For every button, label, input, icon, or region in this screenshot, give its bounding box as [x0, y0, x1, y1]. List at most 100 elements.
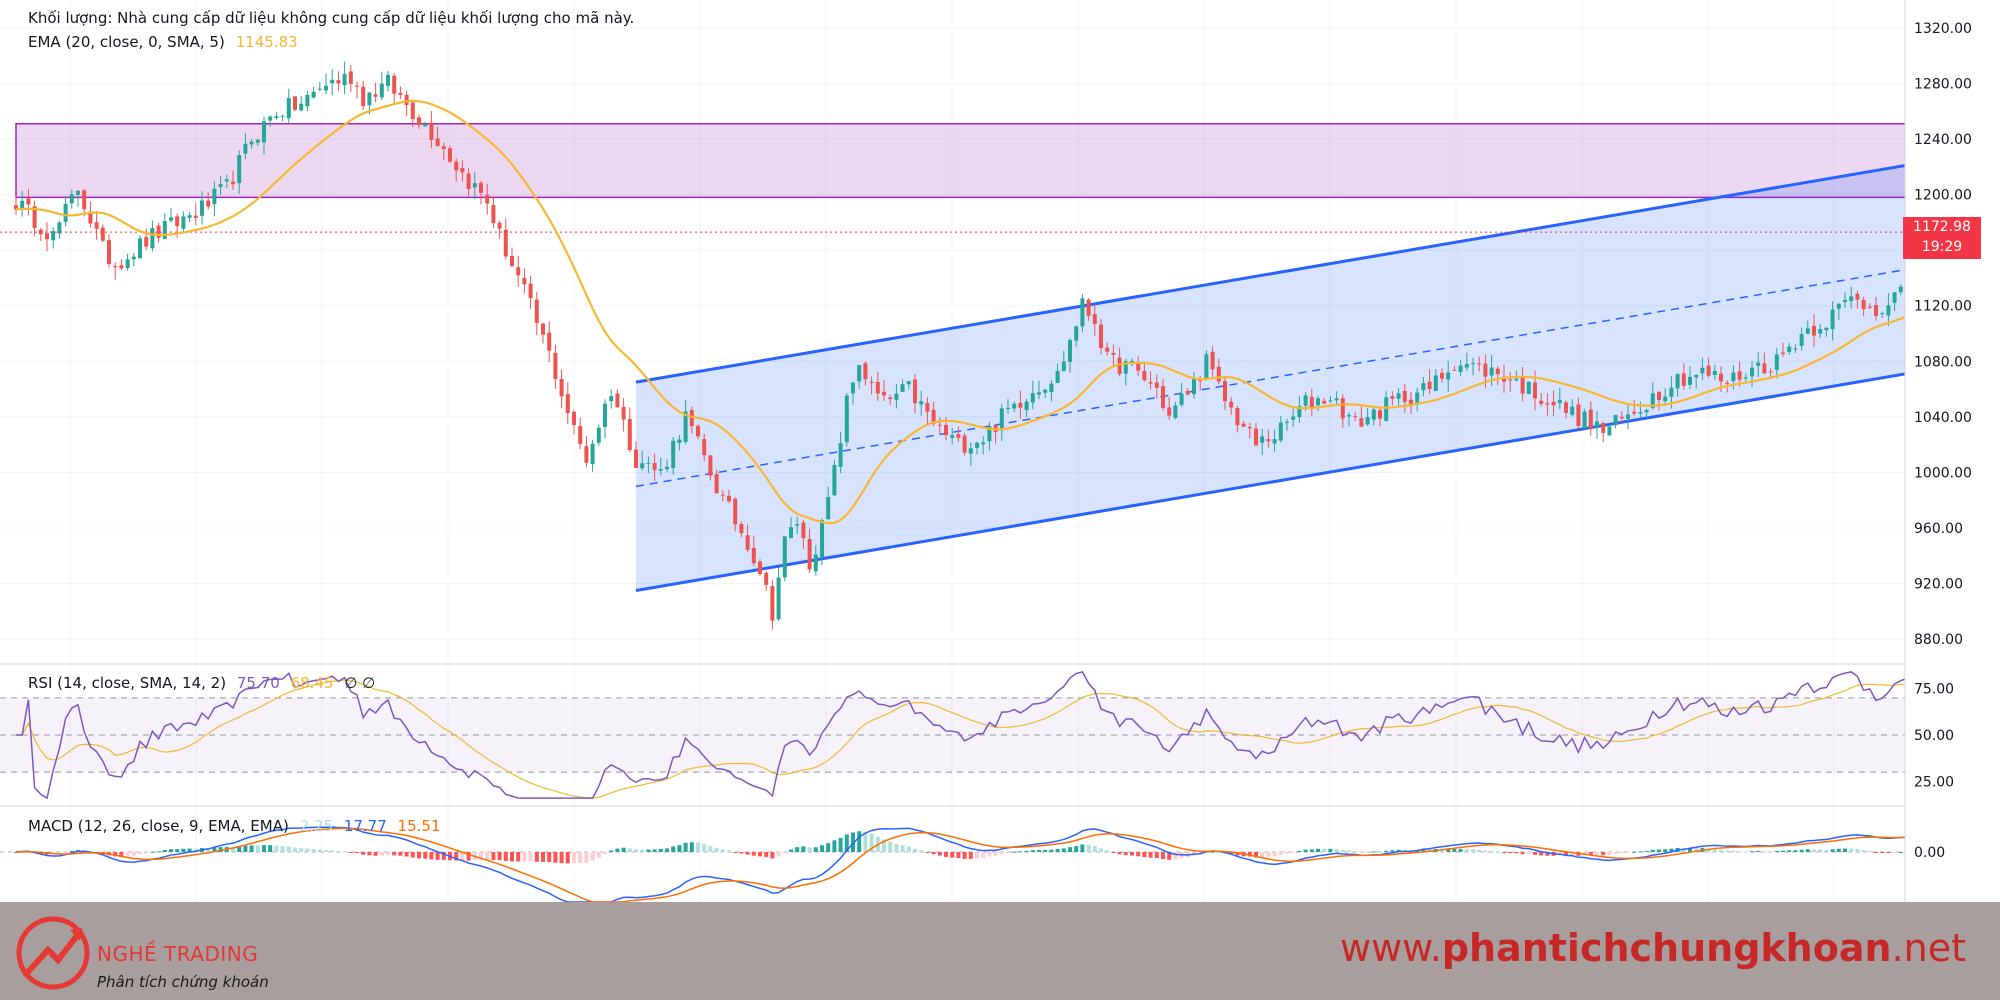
macd-histogram-bar: [1688, 848, 1692, 852]
candle-body: [869, 381, 874, 383]
candle-body: [1185, 390, 1190, 395]
candle-body: [1353, 416, 1358, 418]
macd-histogram-bar: [832, 840, 837, 852]
candle-body: [1570, 406, 1575, 415]
macd-histogram-bar: [1768, 851, 1773, 853]
candle-body: [1099, 324, 1103, 349]
candle-body: [1657, 391, 1661, 401]
candle-body: [441, 146, 446, 150]
website-suffix: .net: [1891, 926, 1966, 970]
candle-body: [1619, 416, 1624, 419]
ema-line: [15, 99, 2000, 525]
website-link[interactable]: www.phantichchungkhoan.net: [1340, 926, 1966, 970]
macd-histogram-bar: [262, 845, 266, 852]
candle-body: [1861, 299, 1866, 310]
candle-body: [894, 393, 899, 400]
candle-body: [1495, 368, 1500, 375]
candle-body: [1148, 382, 1153, 384]
macd-histogram-bar: [1526, 852, 1531, 855]
macd-histogram-bar: [1855, 849, 1860, 852]
macd-histogram-bar: [1514, 852, 1519, 854]
candle-body: [460, 167, 465, 173]
candle-body: [479, 182, 483, 193]
macd-histogram-bar: [212, 847, 217, 852]
macd-histogram-bar: [913, 848, 917, 852]
candle-body: [528, 283, 533, 299]
macd-histogram-bar: [1285, 852, 1289, 854]
resistance-zone-box: [15, 123, 2000, 199]
candle-body: [51, 231, 56, 241]
macd-histogram-bar: [937, 852, 942, 856]
candle-body: [590, 443, 595, 465]
macd-histogram-bar: [1644, 850, 1649, 852]
ema-legend: EMA (20, close, 0, SMA, 5) 1145.83: [28, 33, 304, 51]
candle-body: [1235, 408, 1240, 426]
candle-body: [1588, 409, 1593, 429]
candle-body: [472, 183, 477, 188]
candle-body: [1266, 439, 1271, 442]
macd-histogram-bar: [714, 848, 719, 852]
candle-body: [311, 91, 316, 98]
macd-histogram-bar: [1080, 844, 1085, 852]
macd-histogram-bar: [255, 845, 260, 852]
candle-body: [739, 523, 744, 534]
candle-body: [212, 188, 217, 205]
candle-body: [863, 363, 868, 380]
candle-body: [776, 577, 781, 620]
macd-histogram-bar: [758, 852, 762, 857]
price-chart[interactable]: 1320.001280.001240.001200.001160.001120.…: [0, 0, 2000, 902]
price-axis[interactable]: 1320.001280.001240.001200.001160.001120.…: [1904, 0, 2000, 902]
brand-name: NGHỀ TRADING: [97, 942, 259, 966]
candle-body: [57, 222, 62, 234]
candle-body: [1644, 409, 1649, 413]
rsi-line: [15, 670, 2000, 800]
rsi-legend: RSI (14, close, SMA, 14, 2) 75.70 68.45 …: [28, 674, 381, 692]
macd-histogram-bar: [522, 852, 527, 862]
rsi-legend-value: 75.70: [236, 674, 280, 692]
rsi-tick-label: 25.00: [1914, 774, 1954, 790]
candle-body: [324, 85, 328, 91]
macd-histogram-bar: [1049, 849, 1054, 852]
candle-body: [113, 266, 118, 268]
rsi-tick-label: 75.00: [1914, 682, 1954, 698]
candle-body: [1179, 393, 1184, 405]
candle-body: [857, 365, 862, 382]
candle-body: [565, 394, 570, 414]
macd-histogram-bar: [404, 852, 409, 857]
macd-histogram-bar: [584, 852, 589, 863]
candle-body: [541, 323, 545, 335]
candle-body: [1309, 397, 1314, 408]
macd-histogram-bar: [1626, 852, 1630, 853]
macd-histogram-bar: [466, 852, 471, 861]
macd-legend-label: MACD (12, 26, close, 9, EMA, EMA): [28, 817, 289, 835]
macd-histogram-bar: [1037, 849, 1041, 852]
candle-body: [1632, 411, 1637, 414]
macd-histogram-bar: [1632, 851, 1637, 853]
candle-body: [1743, 377, 1748, 379]
price-tick-label: 920.00: [1914, 577, 1963, 593]
macd-histogram-bar: [807, 847, 812, 852]
candle-body: [1291, 416, 1296, 420]
candle-body: [82, 190, 87, 210]
candle-body: [1830, 309, 1835, 330]
macd-histogram-bar: [435, 852, 440, 860]
macd-histogram-bar: [1303, 849, 1308, 852]
candle-body: [782, 536, 787, 578]
candle-body: [987, 426, 992, 442]
macd-histogram-bar: [1874, 852, 1878, 853]
candle-body: [1694, 374, 1699, 378]
candle-body: [410, 102, 415, 120]
candle-body: [392, 75, 397, 94]
macd-histogram-bar: [1322, 848, 1327, 852]
macd-histogram-bar: [1483, 850, 1488, 852]
macd-histogram-bar: [1464, 848, 1469, 852]
macd-histogram-bar: [187, 848, 192, 852]
macd-histogram-bar: [900, 845, 905, 852]
macd-histogram-bar: [193, 848, 198, 852]
macd-histogram-bar: [894, 843, 899, 852]
candle-body: [32, 206, 37, 228]
candle-body: [1043, 389, 1048, 393]
macd-histogram-bar: [336, 851, 341, 853]
candle-body: [764, 572, 769, 585]
candle-body: [826, 497, 831, 520]
